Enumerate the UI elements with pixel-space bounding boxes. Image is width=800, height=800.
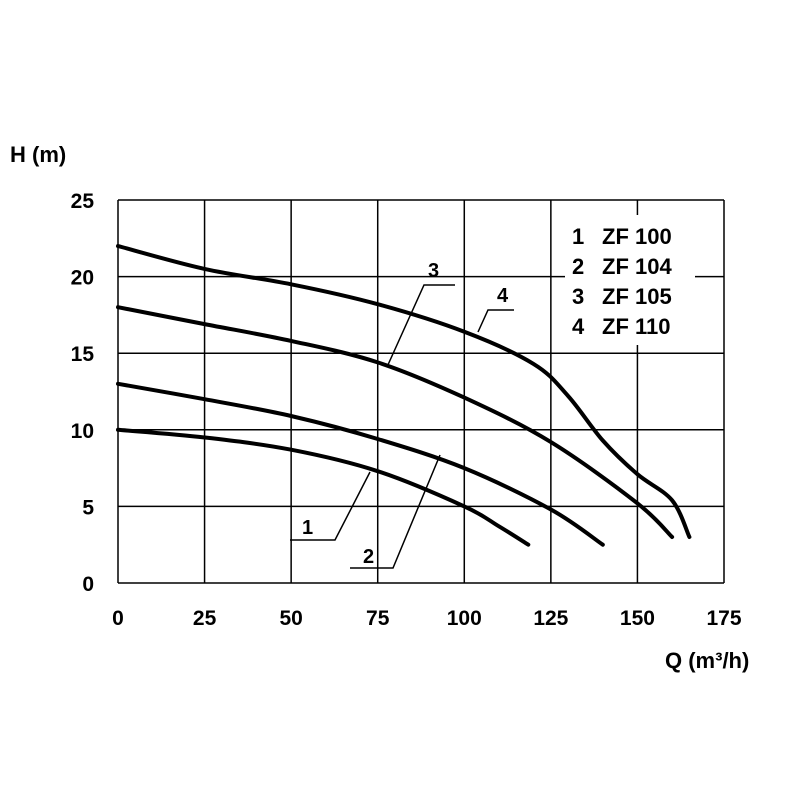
x-tick-label: 50 (279, 607, 302, 630)
y-tick-label: 0 (82, 573, 94, 596)
x-tick-label: 0 (112, 607, 124, 630)
leader-line-1 (290, 471, 371, 541)
series-line-4 (116, 244, 692, 539)
x-tick-labels: 0 25 50 75 100 125 150 175 (112, 607, 742, 630)
y-tick-labels: 0 5 10 15 20 25 (71, 190, 95, 596)
leader-line-4 (477, 309, 514, 333)
x-axis-title: Q (m³/h) (665, 648, 749, 673)
series-label-2: 2 (363, 546, 374, 568)
leader-line-3 (386, 284, 455, 368)
x-tick-label: 175 (706, 607, 741, 630)
y-tick-label: 20 (71, 267, 94, 290)
legend-entry-2-number: 2 (572, 254, 584, 279)
legend-entry-3-number: 3 (572, 284, 584, 309)
legend-entry-4-number: 4 (572, 314, 585, 339)
legend: 1 ZF 100 2 ZF 104 3 ZF 105 4 ZF 110 (565, 215, 695, 345)
series-label-1: 1 (302, 517, 313, 539)
grid (117, 199, 725, 584)
series-lines (116, 244, 692, 547)
y-axis-title: H (m) (10, 142, 66, 167)
y-tick-label: 5 (82, 496, 94, 519)
legend-entry-1-number: 1 (572, 224, 584, 249)
x-tick-label: 150 (620, 607, 655, 630)
legend-entry-4-label: ZF 110 (602, 314, 670, 339)
x-tick-label: 125 (533, 607, 568, 630)
legend-entry-3-label: ZF 105 (602, 284, 672, 309)
y-tick-label: 15 (71, 343, 95, 366)
y-tick-label: 10 (71, 420, 94, 443)
leader-line-2 (350, 454, 441, 569)
series-line-2 (116, 381, 605, 547)
series-label-4: 4 (497, 285, 509, 307)
legend-box (565, 215, 695, 345)
series-line-1 (116, 427, 531, 547)
y-tick-label: 25 (71, 190, 95, 213)
x-tick-label: 75 (366, 607, 390, 630)
legend-entry-2-label: ZF 104 (602, 254, 672, 279)
legend-entry-1-label: ZF 100 (602, 224, 672, 249)
series-line-3 (116, 305, 675, 539)
series-leaders (290, 284, 514, 569)
x-tick-label: 25 (193, 607, 217, 630)
series-label-3: 3 (428, 260, 439, 282)
x-tick-label: 100 (447, 607, 482, 630)
